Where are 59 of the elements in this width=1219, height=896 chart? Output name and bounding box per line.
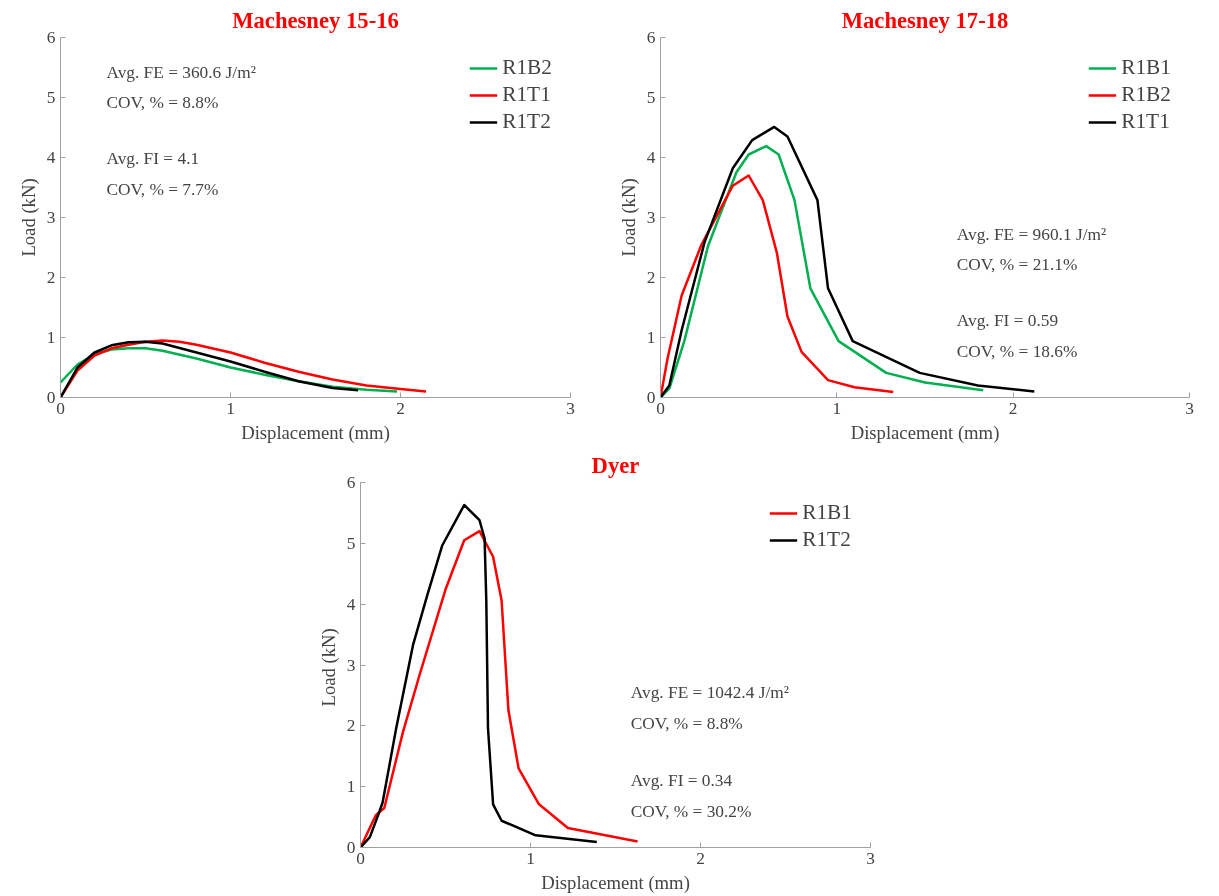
legend-label: R1T2 [502,109,551,134]
y-tick-label: 3 [46,208,56,227]
legend-label: R1B2 [502,55,552,80]
legend-label: R1B2 [1121,82,1171,107]
x-tick-label: 3 [1185,398,1194,418]
y-tick-label: 3 [346,655,356,675]
x-tick-label: 2 [696,848,705,868]
y-tick-label: 6 [46,28,56,47]
annotation: COV, % = 21.1% [956,255,1078,275]
y-axis-title: Load (kN) [17,178,40,257]
y-tick-label: 4 [346,594,356,614]
y-tick-label: 1 [346,777,356,797]
annotation: Avg. FI = 0.59 [956,311,1059,331]
y-tick-label: 6 [646,28,656,47]
y-tick-label: 2 [646,268,656,287]
y-tick-label: 3 [646,208,656,227]
x-axis-title: Displacement (mm) [541,871,690,894]
y-tick-label: 4 [46,148,56,167]
chart-title: Machesney 15-16 [232,7,399,33]
y-tick-label: 1 [46,328,56,347]
annotation: COV, % = 7.7% [106,179,219,199]
y-tick-label: 6 [346,473,356,492]
annotation: COV, % = 8.8% [106,93,219,113]
x-tick-label: 3 [866,848,875,868]
x-axis-title: Displacement (mm) [241,421,390,444]
chart-title: Machesney 17-18 [841,7,1009,33]
x-tick-label: 2 [1008,398,1018,418]
annotation: Avg. FE = 360.6 J/m² [106,62,256,82]
x-tick-label: 1 [832,398,842,418]
x-tick-label: 3 [566,398,575,418]
annotation: Avg. FI = 4.1 [106,149,200,169]
y-tick-label: 5 [46,88,56,107]
legend-label: R1T1 [502,82,551,107]
legend-label: R1T1 [1121,109,1170,134]
line-series [60,339,428,398]
legend-label: R1B1 [802,500,852,525]
annotation: COV, % = 8.8% [630,714,743,734]
y-axis-title: Load (kN) [317,628,340,707]
y-tick-label: 2 [46,268,56,287]
y-tick-label: 5 [346,533,356,553]
line-series [60,340,360,398]
line-series [360,503,599,848]
legend-label: R1B1 [1121,55,1171,80]
chart-title: Dyer [591,452,640,478]
y-tick-label: 4 [646,148,656,167]
x-tick-label: 1 [226,398,235,418]
y-axis-title: Load (kN) [617,178,640,257]
y-tick-label: 1 [646,328,656,347]
annotation: COV, % = 30.2% [630,801,752,821]
x-axis-title: Displacement (mm) [850,421,1000,444]
legend-label: R1T2 [802,527,851,552]
annotation: Avg. FI = 0.34 [630,770,733,790]
annotation: COV, % = 18.6% [956,341,1078,361]
annotation: Avg. FE = 960.1 J/m² [956,224,1107,244]
annotation: Avg. FE = 1042.4 J/m² [630,683,789,703]
x-tick-label: 2 [396,398,405,418]
y-tick-label: 5 [646,88,656,107]
y-tick-label: 2 [346,716,356,736]
x-tick-label: 1 [526,848,535,868]
